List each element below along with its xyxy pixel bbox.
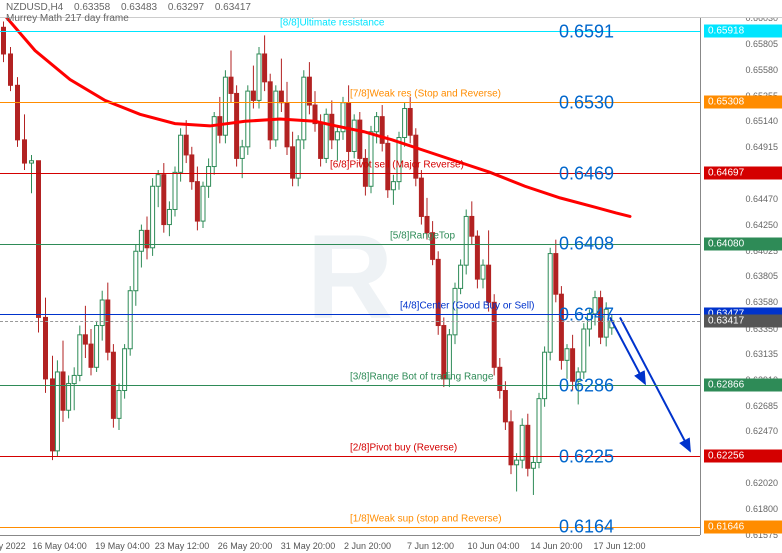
murrey-label: [2/8]Pivot buy (Reverse) [350, 442, 457, 453]
big-price-label: 0.6408 [559, 234, 614, 255]
y-tick: 0.64470 [745, 194, 778, 204]
chart-container: NZDUSD,H4 0.63358 0.63483 0.63297 0.6341… [0, 0, 782, 553]
murrey-label: [4/8]Center (Good Buy or Sell) [400, 301, 535, 312]
y-tick: 0.63135 [745, 349, 778, 359]
x-tick: 16 May 04:00 [32, 541, 87, 551]
x-tick: 31 May 20:00 [281, 541, 336, 551]
y-tick: 0.64250 [745, 220, 778, 230]
x-tick: 10 Jun 04:00 [467, 541, 519, 551]
murrey-price-marker: 0.62866 [704, 379, 782, 392]
x-tick: 23 May 12:00 [155, 541, 210, 551]
x-tick: 7 Jun 12:00 [407, 541, 454, 551]
murrey-label: [1/8]Weak sup (stop and Reverse) [350, 513, 502, 524]
chart-header: NZDUSD,H4 0.63358 0.63483 0.63297 0.6341… [0, 0, 782, 18]
y-tick: 0.63580 [745, 297, 778, 307]
ohlc-l: 0.63297 [168, 2, 204, 13]
big-price-label: 0.6591 [559, 21, 614, 42]
y-tick: 0.62470 [745, 426, 778, 436]
x-tick: 17 Jun 12:00 [593, 541, 645, 551]
ohlc-h: 0.63483 [121, 2, 157, 13]
y-tick: 0.65580 [745, 65, 778, 75]
y-axis: 0.660300.658050.655800.653550.651400.649… [700, 18, 782, 535]
murrey-price-marker: 0.64080 [704, 238, 782, 251]
big-price-label: 0.6347 [559, 305, 614, 326]
murrey-price-marker: 0.64697 [704, 166, 782, 179]
x-tick: 14 Jun 20:00 [530, 541, 582, 551]
x-tick: 11 May 2022 [0, 541, 26, 551]
x-axis: 11 May 2022 16 May 04:00 19 May 04:00 23 Ma… [0, 535, 700, 553]
big-price-label: 0.6469 [559, 163, 614, 184]
y-tick: 0.64915 [745, 142, 778, 152]
current-price-line [0, 321, 700, 322]
watermark: R [307, 208, 394, 346]
y-tick: 0.65140 [745, 116, 778, 126]
indicator-label: Murrey Math 217 day frame [6, 13, 129, 24]
murrey-label: [6/8]Pivot sell (Major Reverse) [330, 159, 464, 170]
current-price-marker: 0.63417 [704, 315, 782, 328]
big-price-label: 0.6530 [559, 92, 614, 113]
murrey-price-marker: 0.65308 [704, 95, 782, 108]
ohlc-c: 0.63417 [215, 2, 251, 13]
murrey-price-marker: 0.62256 [704, 449, 782, 462]
symbol-label: NZDUSD,H4 [6, 2, 63, 13]
y-tick: 0.62020 [745, 478, 778, 488]
x-tick: 2 Jun 20:00 [344, 541, 391, 551]
murrey-price-marker: 0.61646 [704, 520, 782, 533]
murrey-price-marker: 0.65918 [704, 24, 782, 37]
ohlc-o: 0.63358 [74, 2, 110, 13]
murrey-label: [5/8]RangeTop [390, 231, 455, 242]
plot-area[interactable]: R [8/8]Ultimate resistance [7/8]Weak res … [0, 18, 700, 535]
y-tick: 0.65805 [745, 39, 778, 49]
y-tick: 0.62685 [745, 401, 778, 411]
x-tick: 26 May 20:00 [218, 541, 273, 551]
big-price-label: 0.6286 [559, 375, 614, 396]
x-tick: 19 May 04:00 [95, 541, 150, 551]
murrey-label: [8/8]Ultimate resistance [280, 17, 385, 28]
y-tick: 0.63805 [745, 271, 778, 281]
big-price-label: 0.6225 [559, 446, 614, 467]
murrey-label: [7/8]Weak res (Stop and Reverse) [350, 88, 501, 99]
y-tick: 0.61800 [745, 504, 778, 514]
murrey-label: [3/8]Range Bot of trading Range [350, 372, 493, 383]
